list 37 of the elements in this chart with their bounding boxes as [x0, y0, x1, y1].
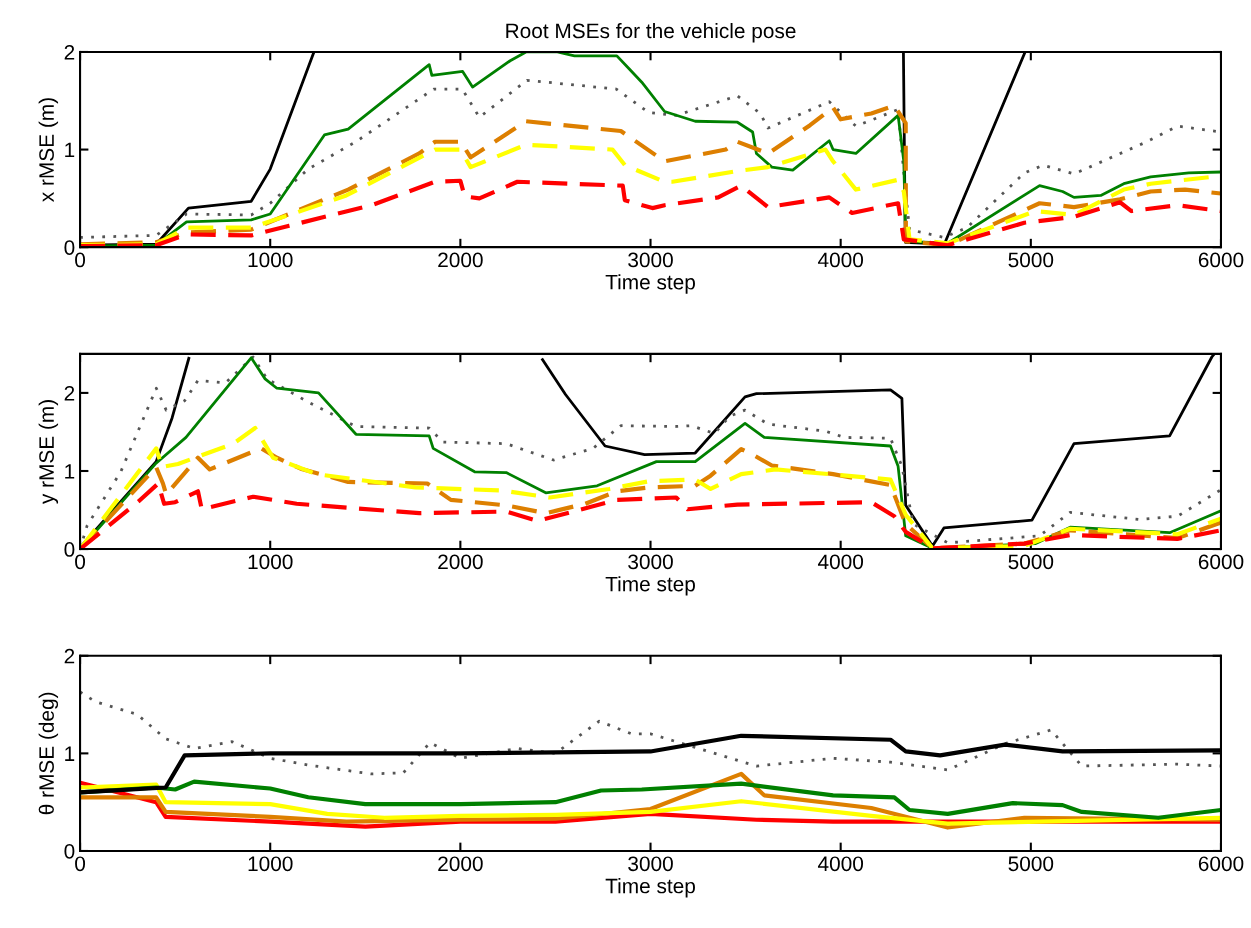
x-axis-title: Time step	[605, 274, 695, 294]
y-tick-label: 0	[64, 240, 75, 255]
x-tick-label: 3000	[628, 252, 673, 268]
x-tick-label: 3000	[628, 554, 673, 570]
x-tick-label: 1000	[248, 554, 293, 570]
x-tick-label: 0	[75, 252, 86, 268]
x-tick-label: 6000	[1198, 554, 1244, 570]
x-tick-label: 6000	[1198, 252, 1244, 268]
y-tick-label: 2	[64, 385, 75, 401]
chart-title: Root MSEs for the vehicle pose	[506, 22, 796, 43]
x-tick-label: 6000	[1198, 856, 1244, 872]
y-axis-title: y rMSE (m)	[38, 400, 59, 505]
y-tick-label: 1	[65, 142, 75, 158]
x-tick-label: 4000	[817, 554, 864, 570]
y-tick-label: 0	[64, 843, 75, 859]
y-tick-label: 2	[64, 648, 75, 664]
x-tick-label: 3000	[628, 856, 673, 872]
x-tick-label: 5000	[1008, 554, 1054, 570]
x-tick-label: 5000	[1008, 856, 1054, 872]
x-axis-title: Time step	[605, 576, 695, 596]
y-axis-title: θ rMSE (deg)	[38, 692, 59, 815]
x-tick-label: 0	[75, 856, 86, 872]
x-tick-label: 5000	[1008, 252, 1054, 268]
y-tick-label: 1	[65, 746, 75, 761]
y-tick-label: 0	[64, 542, 75, 557]
x-tick-label: 0	[75, 554, 86, 570]
x-tick-label: 4000	[817, 252, 864, 268]
x-tick-label: 2000	[438, 554, 483, 570]
y-axis-title: x rMSE (m)	[38, 98, 59, 202]
y-tick-label: 1	[65, 464, 75, 479]
x-axis-title: Time step	[605, 878, 695, 898]
x-tick-label: 4000	[817, 856, 864, 872]
x-tick-label: 2000	[438, 856, 483, 872]
x-tick-label: 1000	[248, 856, 293, 872]
y-tick-label: 2	[64, 44, 75, 60]
x-tick-label: 2000	[438, 252, 483, 268]
x-tick-label: 1000	[248, 252, 293, 268]
